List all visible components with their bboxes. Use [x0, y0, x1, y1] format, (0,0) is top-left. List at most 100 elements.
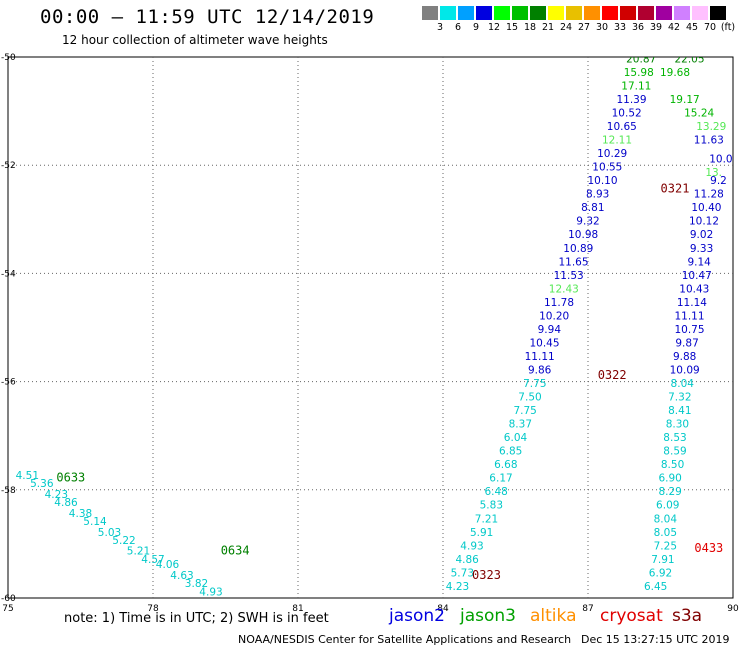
- swh-value: 8.59: [663, 446, 686, 458]
- color-label: 15: [505, 22, 519, 33]
- swh-value: 8.37: [509, 419, 532, 431]
- y-tick-label: -50: [1, 53, 16, 63]
- swh-value: 6.92: [649, 567, 672, 579]
- color-swatch: [422, 6, 438, 20]
- color-swatch: [638, 6, 654, 20]
- color-swatch: [620, 6, 636, 20]
- swh-value: 4.57: [141, 554, 164, 566]
- swh-value: 9.86: [528, 364, 552, 376]
- swh-value: 5.22: [112, 535, 135, 547]
- swh-value: 4.93: [199, 586, 222, 598]
- pass-time-label: 0322: [598, 368, 627, 382]
- swh-value: 4.93: [460, 540, 483, 552]
- swh-value: 4.63: [170, 570, 193, 582]
- x-tick-label: 90: [727, 604, 739, 614]
- swh-value: 4.23: [45, 489, 68, 501]
- x-tick-label: 78: [147, 604, 159, 614]
- y-tick-label: -58: [1, 486, 16, 496]
- color-label: 39: [649, 22, 663, 33]
- swh-value: 20.73: [626, 40, 656, 52]
- color-swatch: [494, 6, 510, 20]
- swh-value: 6.48: [484, 486, 507, 498]
- swh-value: 22.05: [674, 53, 704, 65]
- color-label: 12: [487, 22, 501, 33]
- swh-value: 8.50: [661, 459, 684, 471]
- footer-note: note: 1) Time is in UTC; 2) SWH is in fe…: [64, 611, 329, 626]
- swh-value: 17.11: [621, 80, 651, 92]
- swh-value: 5.73: [451, 567, 474, 579]
- swh-value: 9.33: [690, 243, 713, 255]
- swh-value: 18.34: [687, 26, 717, 38]
- x-tick-label: 84: [437, 604, 449, 614]
- color-swatch: [566, 6, 582, 20]
- swh-value: 11.78: [544, 297, 574, 309]
- swh-value: 11.53: [554, 270, 584, 282]
- color-swatch: [512, 6, 528, 20]
- swh-value: 5.14: [83, 516, 107, 528]
- swh-value: 6.45: [644, 581, 667, 593]
- swh-value: 8.41: [668, 405, 691, 417]
- color-swatch: [548, 6, 564, 20]
- swh-value: 8.30: [666, 419, 689, 431]
- swh-value: 6.90: [658, 473, 681, 485]
- map-frame: [7, 56, 734, 599]
- color-swatch: [710, 6, 726, 20]
- color-label: 36: [631, 22, 645, 33]
- swh-value: 7.75: [523, 378, 546, 390]
- swh-value: 7.50: [518, 392, 541, 404]
- y-tick-label: -52: [1, 161, 16, 171]
- swh-value: 10.47: [682, 270, 712, 282]
- swh-value: 8.81: [581, 202, 604, 214]
- swh-value: 10.29: [597, 148, 627, 160]
- color-label: 3: [436, 22, 444, 33]
- swh-value: 3.82: [185, 578, 208, 590]
- credit-text: NOAA/NESDIS Center for Satellite Applica…: [238, 633, 572, 646]
- satellite-altika: altika: [530, 606, 577, 626]
- page-subtitle: 12 hour collection of altimeter wave hei…: [62, 33, 328, 47]
- color-label: 70: [703, 22, 717, 33]
- swh-value: 10.20: [539, 310, 569, 322]
- pass-time-label: 0433: [694, 541, 723, 555]
- swh-value: 16.38: [691, 13, 721, 25]
- swh-value: 6.68: [494, 459, 517, 471]
- satellite-s3a: s3a: [672, 606, 703, 626]
- swh-value: 10.45: [529, 337, 559, 349]
- swh-value: 8.93: [586, 189, 609, 201]
- swh-value: 11.14: [677, 297, 707, 309]
- swh-value: 11.63: [694, 135, 724, 147]
- swh-value: 12.11: [602, 135, 632, 147]
- color-label: 24: [559, 22, 573, 33]
- color-label: 21: [541, 22, 555, 33]
- swh-value: 7.91: [651, 554, 674, 566]
- swh-value: 10.52: [612, 108, 642, 120]
- swh-value: 19.02: [694, 0, 724, 11]
- x-tick-label: 81: [292, 604, 303, 614]
- swh-value: 9.88: [673, 351, 696, 363]
- swh-value: 10.40: [691, 202, 721, 214]
- swh-value: 9.14: [687, 256, 711, 268]
- color-label: 6: [454, 22, 462, 33]
- swh-value: 6.17: [489, 473, 512, 485]
- swh-value: 6.85: [499, 446, 522, 458]
- y-tick-label: -60: [1, 594, 16, 604]
- satellite-jason3: jason3: [460, 606, 516, 626]
- swh-value: 19.81: [684, 40, 714, 52]
- y-tick-label: -56: [1, 378, 16, 388]
- swh-value: 19.17: [670, 94, 700, 106]
- swh-value: 11.11: [674, 310, 704, 322]
- swh-value: 10.10: [587, 175, 617, 187]
- swh-value: 11.28: [694, 189, 724, 201]
- swh-value: 5.83: [480, 500, 503, 512]
- color-label: 18: [523, 22, 537, 33]
- color-swatch: [440, 6, 456, 20]
- swh-value: 11.65: [558, 256, 588, 268]
- swh-value: 20.87: [626, 53, 656, 65]
- color-label: 30: [595, 22, 609, 33]
- swh-value: 4.86: [54, 497, 78, 509]
- page-title: 00:00 – 11:59 UTC 12/14/2019: [40, 6, 375, 28]
- swh-value: 7.21: [475, 513, 498, 525]
- x-tick-label: 87: [582, 604, 593, 614]
- swh-value: 18.86: [619, 13, 649, 25]
- swh-value: 13.: [705, 167, 722, 179]
- swh-value: 5.03: [98, 527, 121, 539]
